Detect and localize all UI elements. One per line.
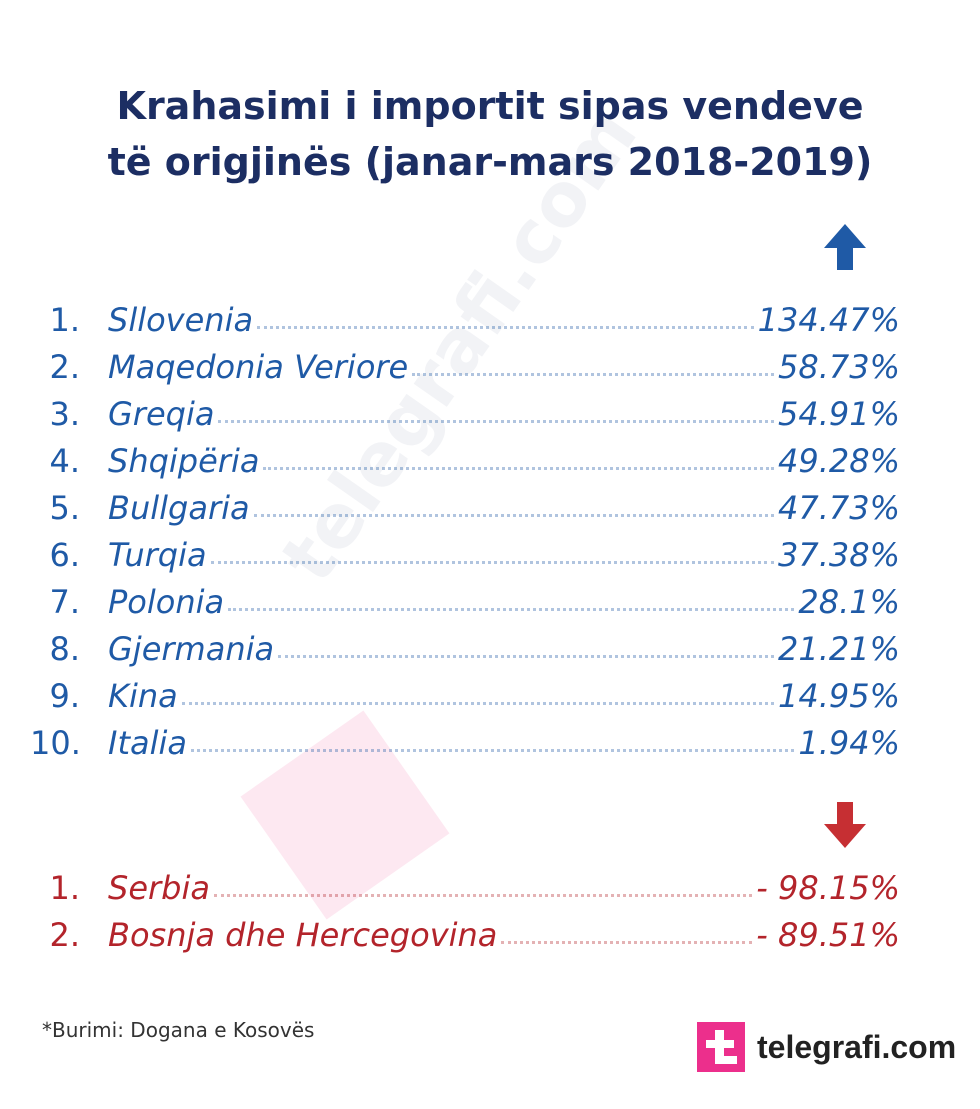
title-line: të origjinës (janar-mars 2018-2019)	[107, 140, 873, 184]
percent-change: 1.94%	[798, 724, 900, 762]
country: Turqia	[108, 536, 207, 574]
rank: 10.	[30, 724, 81, 762]
rank: 1.	[49, 301, 80, 339]
list-row: 9. Kina 14.95%	[30, 668, 900, 715]
list-row: 7. Polonia 28.1%	[30, 574, 900, 621]
list-row: 4. Shqipëria 49.28%	[30, 433, 900, 480]
dotted-leader	[412, 373, 774, 376]
up-arrow	[824, 224, 866, 270]
percent-change: 14.95%	[777, 677, 900, 715]
list-row: 2. Bosnja dhe Hercegovina - 89.51%	[30, 907, 900, 954]
down-arrow	[824, 802, 866, 848]
percent-change: 47.73%	[777, 489, 900, 527]
dotted-leader	[213, 894, 753, 897]
increase-list: 1. Sllovenia 134.47% 2. Maqedonia Veriore 58.…	[30, 292, 900, 762]
country: Italia	[108, 724, 187, 762]
country: Serbia	[108, 869, 210, 907]
brand-logo	[697, 1022, 745, 1072]
dotted-leader	[263, 467, 774, 470]
rank: 7.	[49, 583, 80, 621]
country: Polonia	[108, 583, 225, 621]
dotted-leader	[181, 702, 774, 705]
rank: 2.	[49, 916, 80, 954]
rank: 6.	[49, 536, 80, 574]
brand: telegrafi.com	[697, 1022, 956, 1072]
list-row: 10. Italia 1.94%	[30, 715, 900, 762]
percent-change: 37.38%	[777, 536, 900, 574]
percent-change: 134.47%	[757, 301, 900, 339]
country: Greqia	[108, 395, 215, 433]
percent-change: 58.73%	[777, 348, 900, 386]
country: Gjermania	[108, 630, 275, 668]
rank: 1.	[49, 869, 80, 907]
dotted-leader	[257, 326, 754, 329]
title-line: Krahasimi i importit sipas vendeve	[116, 84, 864, 128]
decrease-list: 1. Serbia - 98.15% 2. Bosnja dhe Hercegovina…	[30, 860, 900, 954]
dotted-leader	[501, 941, 753, 944]
country: Maqedonia Veriore	[108, 348, 409, 386]
dotted-leader	[210, 561, 774, 564]
percent-change: - 89.51%	[756, 916, 900, 954]
list-row: 8. Gjermania 21.21%	[30, 621, 900, 668]
percent-change: - 98.15%	[756, 869, 900, 907]
percent-change: 28.1%	[798, 583, 900, 621]
country: Bosnja dhe Hercegovina	[108, 916, 498, 954]
list-row: 3. Greqia 54.91%	[30, 386, 900, 433]
list-row: 5. Bullgaria 47.73%	[30, 480, 900, 527]
rank: 8.	[49, 630, 80, 668]
country: Sllovenia	[108, 301, 254, 339]
list-row: 1. Serbia - 98.15%	[30, 860, 900, 907]
rank: 3.	[49, 395, 80, 433]
list-row: 6. Turqia 37.38%	[30, 527, 900, 574]
percent-change: 49.28%	[777, 442, 900, 480]
country: Shqipëria	[108, 442, 260, 480]
country: Bullgaria	[108, 489, 250, 527]
list-row: 2. Maqedonia Veriore 58.73%	[30, 339, 900, 386]
dotted-leader	[218, 420, 774, 423]
source: *Burimi: Dogana e Kosovës	[42, 1018, 315, 1042]
dotted-leader	[190, 749, 795, 752]
title: Krahasimi i importit sipas vendeve të or…	[0, 78, 980, 190]
brand-name: telegrafi.com	[757, 1028, 957, 1065]
percent-change: 21.21%	[777, 630, 900, 668]
dotted-leader	[278, 655, 774, 658]
list-row: 1. Sllovenia 134.47%	[30, 292, 900, 339]
rank: 5.	[49, 489, 80, 527]
percent-change: 54.91%	[777, 395, 900, 433]
rank: 4.	[49, 442, 80, 480]
country: Kina	[108, 677, 178, 715]
rank: 2.	[49, 348, 80, 386]
dotted-leader	[228, 608, 795, 611]
dotted-leader	[253, 514, 774, 517]
rank: 9.	[49, 677, 80, 715]
